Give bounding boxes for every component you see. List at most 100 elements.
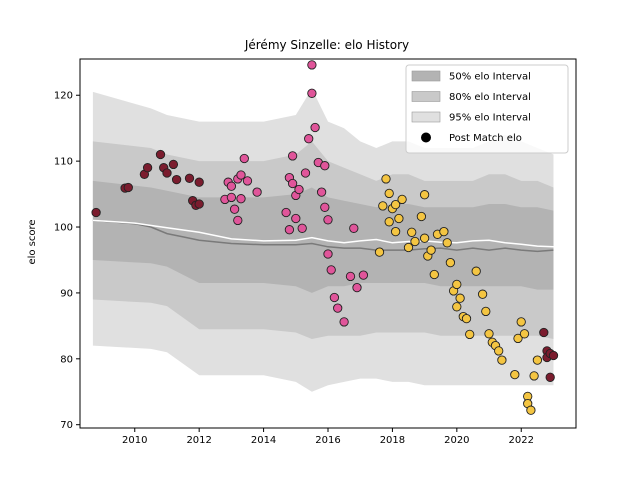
data-point: [162, 168, 172, 178]
data-point: [349, 223, 359, 233]
legend-swatch: [411, 91, 441, 102]
data-point: [226, 192, 237, 203]
data-point: [442, 238, 452, 248]
y-tick-label: 110: [54, 157, 73, 168]
data-point: [519, 329, 530, 339]
data-point: [513, 333, 523, 344]
data-point: [323, 215, 333, 225]
legend-label: Post Match elo: [449, 133, 522, 144]
data-point: [329, 292, 340, 303]
data-point: [374, 247, 385, 257]
data-point: [142, 163, 153, 173]
y-axis: 70 80 90 100 110 120: [54, 91, 80, 431]
legend-swatch: [411, 70, 441, 82]
data-point: [252, 187, 262, 197]
data-point: [352, 282, 362, 293]
x-tick-label: 2012: [186, 435, 211, 446]
legend-label: 95% elo Interval: [449, 113, 531, 124]
plot-area: [79, 58, 577, 429]
data-point: [429, 269, 439, 280]
data-point: [236, 170, 246, 180]
x-axis: 2010 2012 2014 2016 2018 2020 2022: [122, 428, 534, 446]
data-point: [320, 161, 330, 171]
data-point: [439, 226, 449, 237]
data-point: [91, 207, 101, 218]
elo-lines: [92, 219, 554, 253]
data-point: [426, 245, 436, 255]
data-point: [184, 173, 195, 183]
legend-swatch: [411, 111, 441, 123]
data-point: [445, 257, 456, 268]
data-point: [390, 226, 401, 237]
data-point: [529, 371, 539, 381]
data-point: [226, 181, 237, 191]
data-point: [171, 174, 182, 185]
data-point: [236, 194, 246, 204]
legend-box: [405, 64, 569, 154]
data-point: [477, 289, 488, 299]
data-point: [390, 199, 401, 210]
data-point: [300, 168, 311, 178]
data-point: [194, 177, 204, 187]
data-point: [394, 213, 404, 224]
data-point: [229, 204, 240, 214]
data-point: [455, 293, 465, 303]
data-point: [452, 279, 462, 290]
data-point: [419, 190, 430, 200]
data-point: [378, 201, 388, 211]
legend: 50% elo Interval 80% elo Interval 95% elo …: [405, 64, 569, 154]
data-point: [294, 184, 304, 195]
data-point: [345, 271, 356, 282]
data-point: [465, 329, 475, 340]
data-point: [123, 182, 133, 193]
data-point: [307, 60, 317, 70]
data-point: [339, 317, 349, 327]
y-tick-label: 90: [60, 288, 73, 299]
data-point: [316, 187, 327, 197]
mean-line: [92, 219, 554, 248]
x-tick-label: 2014: [251, 435, 276, 446]
data-point: [497, 355, 507, 365]
data-point: [545, 372, 555, 382]
y-tick-label: 120: [54, 91, 73, 102]
data-point: [291, 213, 301, 224]
data-point: [539, 327, 549, 338]
y-tick-label: 80: [60, 354, 73, 365]
data-point: [194, 199, 204, 209]
data-point: [320, 202, 330, 212]
data-point: [494, 346, 504, 356]
data-point: [287, 178, 298, 189]
data-point: [304, 134, 314, 144]
data-point: [384, 188, 394, 199]
data-point: [281, 207, 291, 218]
data-point: [326, 265, 336, 275]
data-point: [526, 405, 536, 415]
data-point: [242, 176, 253, 186]
x-tick-label: 2016: [315, 435, 340, 446]
data-point: [484, 329, 494, 339]
data-point: [481, 306, 491, 317]
data-point: [287, 151, 298, 161]
data-point: [155, 149, 166, 160]
data-point: [403, 242, 414, 253]
x-tick-label: 2018: [380, 435, 405, 446]
data-point: [416, 211, 427, 222]
data-point: [471, 266, 481, 276]
data-point: [168, 159, 179, 170]
data-point: [410, 236, 420, 247]
data-point: [510, 369, 520, 380]
data-point: [239, 153, 249, 164]
median-line: [92, 219, 554, 253]
data-point: [532, 355, 543, 365]
band-50: [92, 180, 554, 293]
x-tick-label: 2020: [444, 435, 469, 446]
data-point: [419, 233, 430, 243]
data-point: [407, 227, 417, 237]
legend-label: 50% elo Interval: [449, 72, 531, 83]
x-tick-label: 2022: [509, 435, 534, 446]
legend-marker: [421, 132, 431, 143]
data-point: [516, 317, 526, 327]
data-point: [333, 303, 343, 313]
y-tick-label: 70: [60, 420, 73, 431]
